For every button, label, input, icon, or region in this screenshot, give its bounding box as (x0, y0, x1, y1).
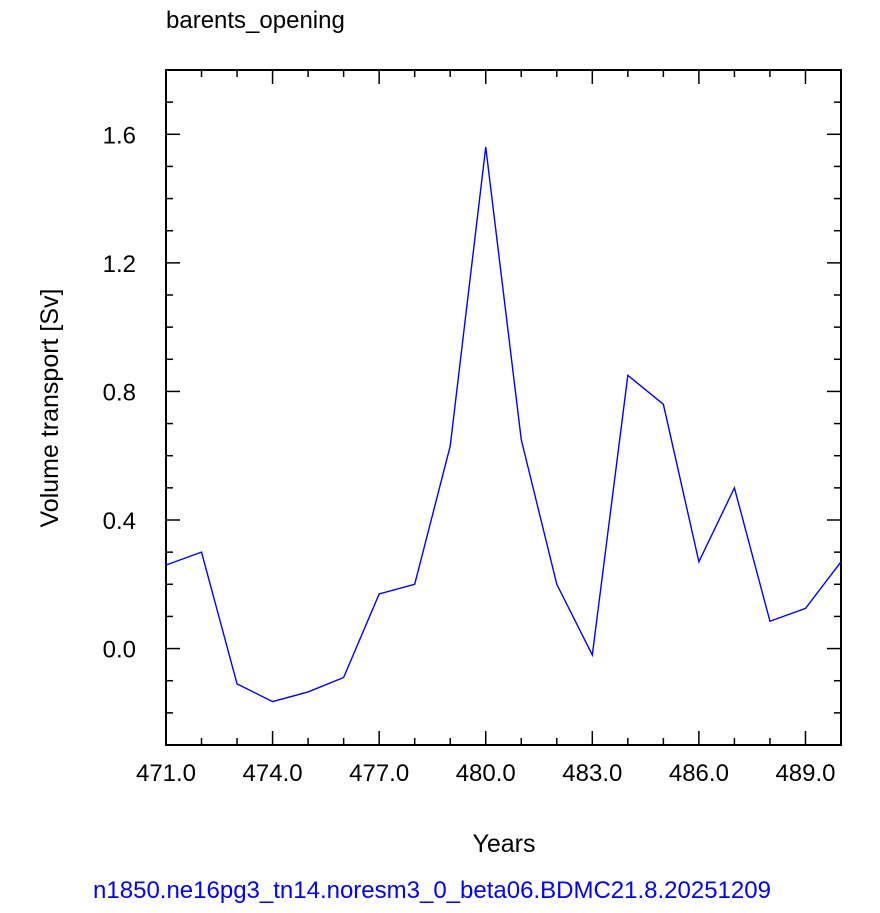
x-tick-label: 477.0 (349, 760, 409, 787)
chart-title: barents_opening (166, 7, 345, 34)
plot-axes (165, 69, 842, 746)
y-tick-label: 1.6 (103, 122, 136, 149)
x-tick-label: 486.0 (669, 760, 729, 787)
run-identifier-footer: n1850.ne16pg3_tn14.noresm3_0_beta06.BDMC… (93, 877, 771, 904)
y-tick-label: 0.8 (103, 379, 136, 406)
y-tick-label: 1.2 (103, 251, 136, 278)
axis-ticks (165, 70, 842, 745)
tick-labels: 471.0 474.0 477.0 480.0 483.0 486.0 489.0 0.0 0.… (103, 122, 836, 787)
x-tick-label: 471.0 (136, 760, 196, 787)
x-tick-label: 483.0 (562, 760, 622, 787)
y-tick-label: 0.0 (103, 637, 136, 664)
x-tick-label: 489.0 (775, 760, 835, 787)
x-axis-label: Years (472, 830, 535, 858)
x-tick-label: 474.0 (243, 760, 303, 787)
x-tick-label: 480.0 (456, 760, 516, 787)
y-tick-label: 0.4 (103, 508, 136, 535)
y-axis-label: Volume transport [Sv] (36, 288, 64, 527)
series-layer (165, 147, 842, 703)
plot-frame (165, 69, 842, 746)
series-line (165, 147, 842, 703)
